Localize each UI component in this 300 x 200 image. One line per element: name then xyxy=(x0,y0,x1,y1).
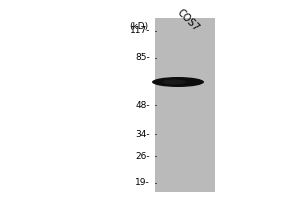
Ellipse shape xyxy=(152,77,204,87)
Ellipse shape xyxy=(162,79,186,84)
Text: 85-: 85- xyxy=(135,53,150,62)
Text: 48-: 48- xyxy=(135,101,150,110)
Text: 26-: 26- xyxy=(135,152,150,161)
Text: 34-: 34- xyxy=(135,130,150,139)
Text: 19-: 19- xyxy=(135,178,150,187)
Text: COS7: COS7 xyxy=(175,7,201,33)
Text: 117-: 117- xyxy=(130,26,150,35)
Text: (kD): (kD) xyxy=(129,22,148,31)
